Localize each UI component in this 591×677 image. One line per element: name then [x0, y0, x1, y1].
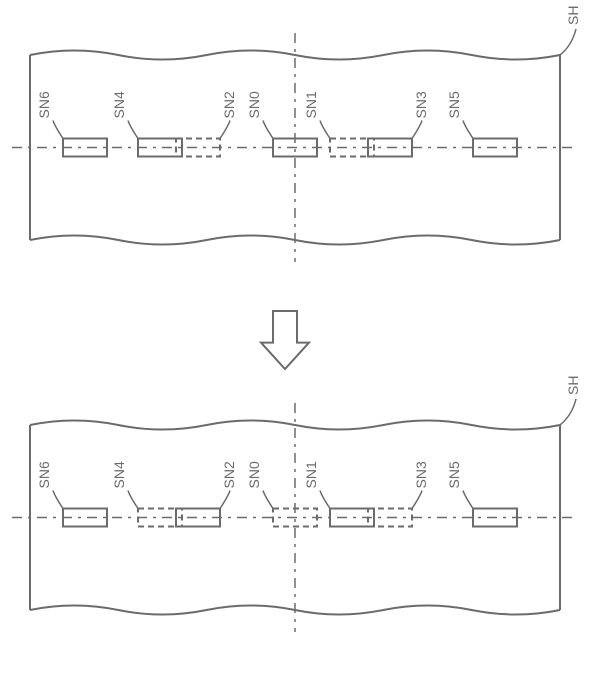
leader-sn2	[220, 491, 230, 509]
label-sn2: SN2	[221, 461, 237, 488]
label-sn6: SN6	[36, 461, 52, 488]
transition-arrow-icon	[261, 311, 309, 369]
label-sn4: SN4	[111, 461, 127, 488]
leader-sn3	[412, 491, 422, 509]
sh-label: SH	[565, 6, 581, 25]
label-sn1: SN1	[303, 461, 319, 488]
leader-sn0	[263, 491, 273, 509]
leader-sn1	[320, 121, 330, 139]
leader-sn0	[263, 121, 273, 139]
leader-sn4	[128, 491, 138, 509]
leader-sn2	[220, 121, 230, 139]
label-sn3: SN3	[413, 91, 429, 118]
leader-sn5	[463, 121, 473, 139]
label-sn3: SN3	[413, 461, 429, 488]
diagram-svg: SH SN6 SN4 SN2 SN0 SN1 SN3 SN5 SH SN6 SN4 SN2 SN0 SN1…	[0, 0, 591, 677]
label-sn1: SN1	[303, 91, 319, 118]
panel-top: SH SN6 SN4 SN2 SN0 SN1 SN3 SN5	[12, 6, 581, 262]
panel-bottom: SH SN6 SN4 SN2 SN0 SN1 SN3 SN5	[12, 376, 581, 632]
label-sn5: SN5	[446, 91, 462, 118]
sh-leader	[560, 399, 576, 425]
label-sn0: SN0	[246, 91, 262, 118]
label-sn5: SN5	[446, 461, 462, 488]
label-sn4: SN4	[111, 91, 127, 118]
diagram-root: SH SN6 SN4 SN2 SN0 SN1 SN3 SN5 SH SN6 SN4 SN2 SN0 SN1…	[0, 0, 591, 677]
leader-sn5	[463, 491, 473, 509]
sh-leader	[560, 29, 576, 55]
label-sn2: SN2	[221, 91, 237, 118]
label-sn6: SN6	[36, 91, 52, 118]
leader-sn6	[53, 491, 63, 509]
label-sn0: SN0	[246, 461, 262, 488]
leader-sn3	[412, 121, 422, 139]
leader-sn1	[320, 491, 330, 509]
sh-label: SH	[565, 376, 581, 395]
leader-sn4	[128, 121, 138, 139]
leader-sn6	[53, 121, 63, 139]
